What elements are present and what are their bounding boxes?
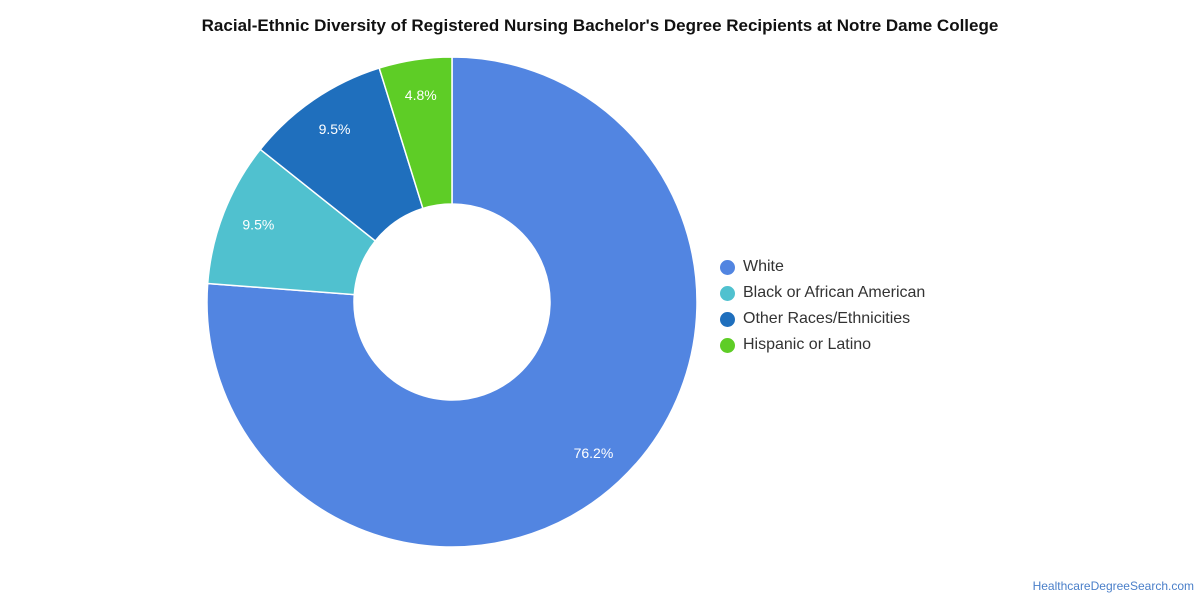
slice-label: 9.5% xyxy=(242,217,274,233)
slice-white[interactable] xyxy=(206,56,698,548)
legend-label: Other Races/Ethnicities xyxy=(743,310,911,327)
slice-label: 76.2% xyxy=(574,445,614,461)
legend-label: Hispanic or Latino xyxy=(743,336,872,353)
legend-swatch xyxy=(720,259,735,275)
slice-hispanic-or-latino[interactable] xyxy=(378,56,453,210)
legend-item[interactable]: Other Races/Ethnicities xyxy=(720,306,925,332)
legend-label: White xyxy=(743,258,784,275)
slice-label: 4.8% xyxy=(405,87,437,103)
source-link[interactable]: HealthcareDegreeSearch.com xyxy=(1032,579,1194,593)
legend-swatch xyxy=(720,337,735,353)
legend-swatch xyxy=(720,311,735,327)
legend-item[interactable]: Black or African American xyxy=(720,280,925,306)
legend: White Black or African American Other Race… xyxy=(720,254,925,358)
legend-item[interactable]: Hispanic or Latino xyxy=(720,332,925,358)
legend-item[interactable]: White xyxy=(720,254,925,280)
chart-title: Racial-Ethnic Diversity of Registered Nu… xyxy=(201,16,999,35)
legend-label: Black or African American xyxy=(743,284,926,301)
legend-swatch xyxy=(720,285,735,301)
slice-label: 9.5% xyxy=(319,121,351,137)
